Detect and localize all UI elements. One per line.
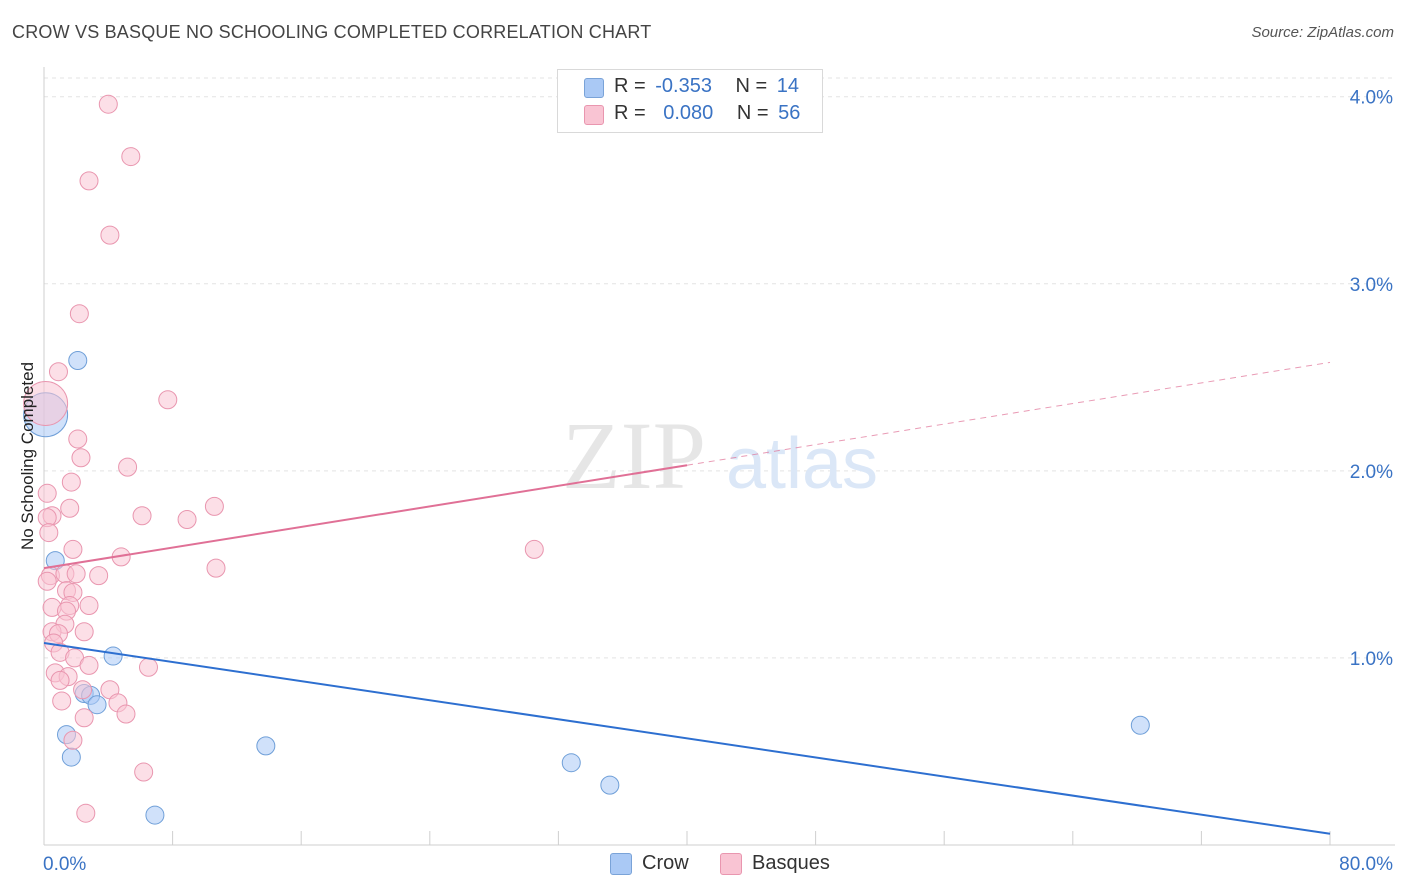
legend-crow-r-value: -0.353	[655, 75, 712, 97]
watermark-zip: ZIP	[562, 402, 706, 509]
tick-labels: 1.0% 2.0% 3.0% 4.0% 0.0% 80.0%	[43, 88, 1393, 875]
x-tick-label-max: 80.0%	[1339, 854, 1393, 875]
crow-point	[103, 646, 123, 666]
grid-lines	[44, 77, 1395, 659]
basques-point	[132, 506, 152, 526]
basques-point	[71, 448, 91, 468]
basques-point	[69, 304, 89, 324]
basques-point	[118, 457, 138, 477]
basques-point	[39, 523, 59, 543]
crow-point	[1130, 715, 1150, 735]
basques-point	[524, 539, 544, 559]
basques-point	[52, 691, 72, 711]
crow-point	[68, 350, 88, 370]
legend-basques-n-label: N =	[736, 102, 769, 124]
basques-point	[79, 655, 99, 675]
basques-point	[63, 539, 83, 559]
legend-basques-r-value: 0.080	[663, 102, 714, 124]
basques-point	[50, 670, 70, 690]
basques-point	[79, 171, 99, 191]
basques-point	[134, 762, 154, 782]
basques-point	[74, 708, 94, 728]
crow-point	[87, 695, 107, 715]
legend-basques-r-label: R =	[614, 102, 646, 124]
basques-point	[100, 225, 120, 245]
basques-point	[79, 596, 99, 616]
basques-point	[37, 571, 57, 591]
basques-point	[61, 472, 81, 492]
basques-point	[68, 429, 88, 449]
basques-point	[76, 803, 96, 823]
crow-point	[600, 775, 620, 795]
y-tick-label: 2.0%	[1350, 462, 1393, 483]
legend-crow-n-label: N =	[735, 75, 768, 97]
basques-point	[48, 362, 68, 382]
chart-title: CROW VS BASQUE NO SCHOOLING COMPLETED CO…	[12, 22, 652, 42]
basques-point	[66, 564, 86, 584]
basques-point	[206, 558, 226, 578]
basques-point	[37, 483, 57, 503]
crow-trend-line	[43, 641, 1331, 835]
legend-crow-r-label: R =	[614, 75, 646, 97]
crow-legend-label: Crow	[642, 852, 689, 874]
y-tick-label: 1.0%	[1350, 649, 1393, 670]
basques-legend-label: Basques	[752, 852, 830, 874]
trend-lines	[43, 361, 1331, 835]
basques-trend-line	[43, 464, 688, 570]
y-axis-label: No Schooling Completed	[18, 361, 37, 551]
basques-point	[60, 498, 80, 518]
crow-point	[256, 736, 276, 756]
crow-legend-swatch-icon	[610, 853, 632, 875]
correlation-legend: R = -0.353 N = 14 R = 0.080 N = 56	[557, 69, 823, 133]
basques-point	[204, 496, 224, 516]
data-points	[23, 94, 1150, 825]
basques-point	[138, 657, 158, 677]
crow-swatch-icon	[584, 78, 604, 98]
watermark-atlas: atlas	[726, 424, 878, 504]
basques-point	[23, 381, 69, 427]
basques-swatch-icon	[584, 105, 604, 125]
legend-crow-n-value: 14	[776, 75, 800, 97]
basques-point	[98, 94, 118, 114]
basques-point	[177, 509, 197, 529]
crow-point	[61, 747, 81, 767]
basques-point	[74, 622, 94, 642]
crow-point	[561, 753, 581, 773]
basques-trend-extension	[686, 361, 1331, 466]
source-label: Source: ZipAtlas.com	[1251, 24, 1394, 41]
y-tick-label: 4.0%	[1350, 88, 1393, 109]
legend-basques-n-value: 56	[778, 102, 801, 124]
basques-point	[121, 147, 141, 167]
y-tick-label: 3.0%	[1350, 275, 1393, 296]
basques-point	[73, 680, 93, 700]
x-tick-label-min: 0.0%	[43, 854, 86, 875]
basques-point	[89, 566, 109, 586]
basques-point	[63, 730, 83, 750]
watermark: ZIP atlas	[562, 402, 878, 509]
basques-legend-swatch-icon	[720, 853, 742, 875]
basques-point	[158, 390, 178, 410]
crow-point	[145, 805, 165, 825]
basques-point	[116, 704, 136, 724]
axes	[43, 67, 1395, 846]
